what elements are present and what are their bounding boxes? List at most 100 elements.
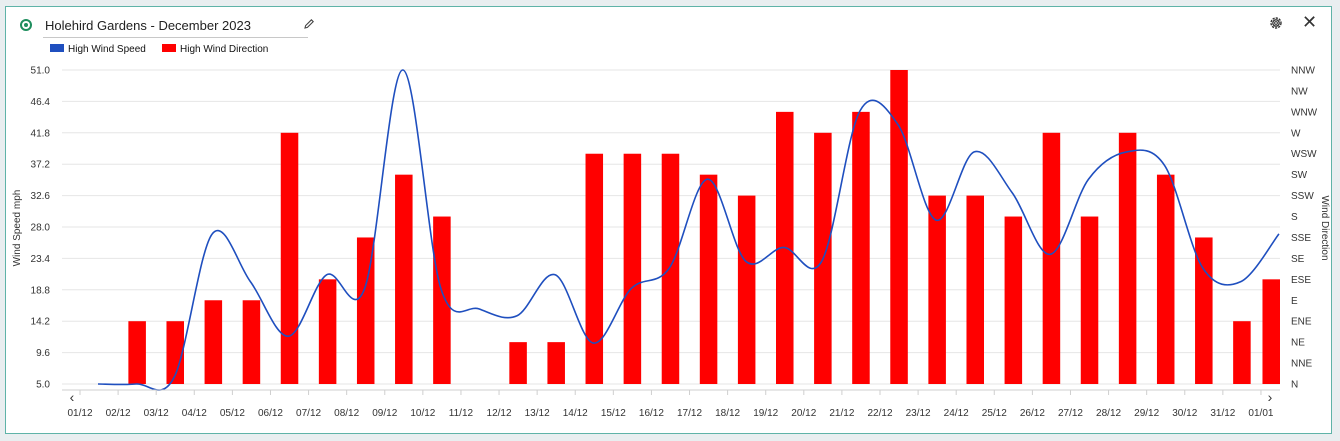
y-left-tick-label: 5.0 — [36, 380, 50, 391]
y-left-tick-label: 37.2 — [31, 160, 51, 171]
direction-bar[interactable] — [737, 195, 756, 384]
y-right-tick-label: SSE — [1291, 233, 1311, 244]
direction-bar[interactable] — [585, 153, 604, 384]
y-left-tick-label: 32.6 — [31, 191, 51, 202]
x-tick-label: 17/12 — [677, 408, 702, 419]
close-icon[interactable]: ✕ — [1302, 12, 1318, 32]
direction-bar[interactable] — [204, 300, 223, 384]
direction-bar[interactable] — [166, 321, 184, 384]
y-right-tick-label: E — [1291, 296, 1298, 307]
x-tick-label: 08/12 — [334, 408, 359, 419]
direction-bar[interactable] — [1233, 321, 1251, 384]
direction-bar[interactable] — [242, 300, 261, 384]
x-tick-label: 25/12 — [982, 408, 1007, 419]
speed-line-path[interactable] — [97, 69, 1280, 391]
x-tick-label: 15/12 — [601, 408, 626, 419]
x-tick-label: 12/12 — [487, 408, 512, 419]
y-right-tick-label: NNW — [1291, 66, 1315, 77]
direction-bar[interactable] — [280, 132, 299, 384]
y-right-tick-label: N — [1291, 380, 1298, 391]
x-tick-label: 06/12 — [258, 408, 283, 419]
direction-bar[interactable] — [1118, 132, 1137, 384]
x-tick-label: 27/12 — [1058, 408, 1083, 419]
scroll-right-icon[interactable]: › — [1268, 389, 1273, 405]
y-right-tick-label: SSW — [1291, 191, 1314, 202]
direction-bar[interactable] — [890, 70, 908, 384]
chart-title[interactable]: Holehird Gardens - December 2023 — [45, 18, 251, 33]
x-tick-label: 19/12 — [753, 408, 778, 419]
y-left-tick-label: 51.0 — [31, 66, 51, 77]
x-tick-label: 23/12 — [906, 408, 931, 419]
x-tick-label: 10/12 — [410, 408, 435, 419]
x-tick-label: 14/12 — [563, 408, 588, 419]
direction-bar[interactable] — [623, 153, 642, 384]
y-right-tick-label: ESE — [1291, 275, 1311, 286]
x-tick-label: 04/12 — [182, 408, 207, 419]
x-tick-label: 29/12 — [1134, 408, 1159, 419]
y-left-tick-label: 23.4 — [31, 254, 51, 265]
legend-item-direction[interactable]: High Wind Direction — [162, 44, 268, 55]
x-tick-label: 13/12 — [525, 408, 550, 419]
legend-item-speed[interactable]: High Wind Speed — [50, 44, 146, 55]
direction-bar[interactable] — [1262, 279, 1280, 384]
y-left-tick-label: 18.8 — [31, 285, 51, 296]
x-tick-label: 22/12 — [867, 408, 892, 419]
scroll-left-icon[interactable]: ‹ — [70, 389, 75, 405]
y-right-tick-label: S — [1291, 212, 1298, 223]
legend-swatch-direction — [162, 44, 176, 52]
x-tick-label: 24/12 — [944, 408, 969, 419]
y-left-tick-label: 28.0 — [31, 223, 51, 234]
y-left-tick-label: 41.8 — [31, 128, 51, 139]
direction-bar[interactable] — [966, 195, 984, 384]
x-tick-label: 28/12 — [1096, 408, 1121, 419]
direction-bar[interactable] — [1080, 216, 1099, 384]
x-tick-label: 01/01 — [1248, 408, 1273, 419]
direction-bar[interactable] — [128, 321, 146, 384]
legend-label-direction: High Wind Direction — [180, 44, 269, 55]
direction-bar[interactable] — [433, 216, 451, 384]
direction-bar[interactable] — [318, 279, 337, 384]
y-right-tick-label: SW — [1291, 170, 1308, 181]
direction-bars — [128, 70, 1280, 384]
x-tick-label: 05/12 — [220, 408, 245, 419]
x-tick-label: 18/12 — [715, 408, 740, 419]
x-tick-label: 02/12 — [106, 408, 131, 419]
y-left-tick-label: 46.4 — [31, 97, 51, 108]
y-axis-left-title: Wind Speed mph — [12, 190, 23, 267]
y-right-tick-label: ENE — [1291, 317, 1312, 328]
pencil-icon[interactable] — [302, 17, 316, 31]
y-axis-right-title: Wind Direction — [1319, 195, 1330, 260]
speed-line — [97, 69, 1280, 391]
legend-label-speed: High Wind Speed — [68, 44, 146, 55]
x-tick-label: 07/12 — [296, 408, 321, 419]
x-tick-label: 11/12 — [449, 408, 474, 419]
y-axis-right: NNW NW WNW W WSW SW SSW S SSE SE ESE E ENE NE NNE N — [1291, 66, 1318, 391]
x-tick-label: 20/12 — [791, 408, 816, 419]
title-underline — [43, 37, 308, 38]
gear-icon[interactable] — [1268, 15, 1284, 31]
direction-bar[interactable] — [356, 237, 375, 384]
direction-bar[interactable] — [1004, 216, 1023, 384]
direction-bar[interactable] — [928, 195, 946, 384]
x-tick-label: 09/12 — [372, 408, 397, 419]
direction-bar[interactable] — [1042, 132, 1061, 384]
x-tick-label: 21/12 — [829, 408, 854, 419]
y-axis-left: 51.0 46.4 41.8 37.2 32.6 28.0 23.4 18.8 14.2 9.6 5… — [31, 66, 51, 391]
y-right-tick-label: W — [1291, 128, 1301, 139]
direction-bar[interactable] — [395, 174, 413, 384]
direction-bar[interactable] — [852, 111, 870, 384]
y-left-tick-label: 14.2 — [31, 317, 51, 328]
title-row: Holehird Gardens - December 2023 — [20, 16, 310, 42]
x-tick-label: 03/12 — [144, 408, 169, 419]
y-right-tick-label: NNE — [1291, 359, 1312, 370]
direction-bar[interactable] — [547, 342, 565, 384]
x-axis: 01/12 02/12 03/12 04/12 05/12 06/12 07/12 08/12… — [62, 389, 1280, 419]
direction-bar[interactable] — [699, 174, 718, 384]
y-right-tick-label: WNW — [1291, 107, 1318, 118]
direction-bar[interactable] — [1156, 174, 1175, 384]
direction-bar[interactable] — [509, 342, 527, 384]
y-right-tick-label: NE — [1291, 338, 1305, 349]
direction-bar[interactable] — [661, 153, 680, 384]
status-dot-icon — [20, 19, 32, 31]
